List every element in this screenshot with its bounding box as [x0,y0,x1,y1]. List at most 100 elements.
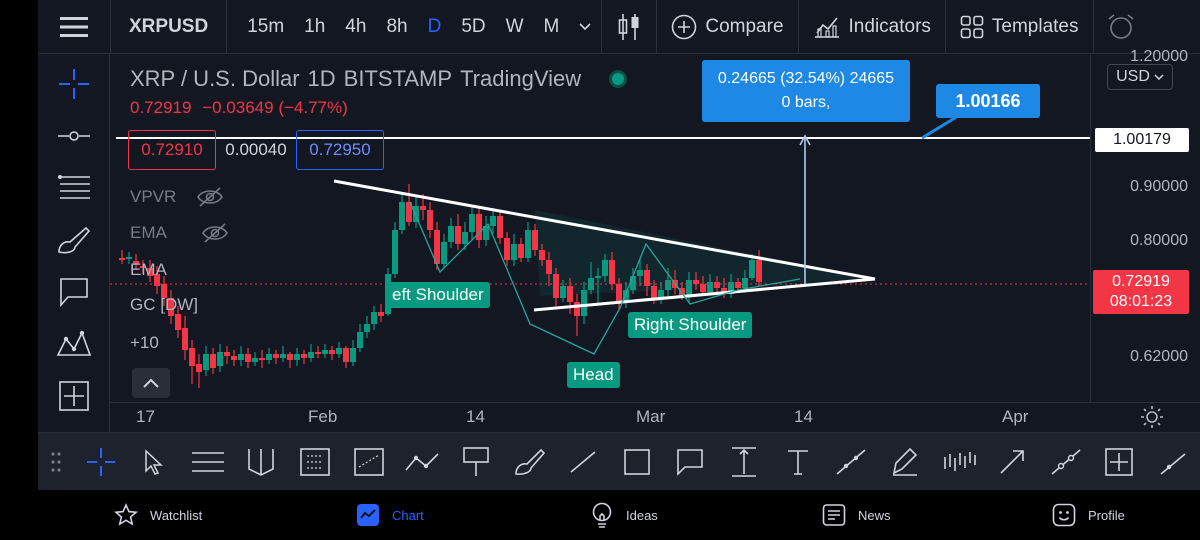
callout-tool-bar[interactable] [664,433,718,491]
templates-button[interactable]: Templates [946,0,1093,54]
target-callout[interactable]: 1.00166 [936,84,1040,118]
alert-button[interactable] [1094,0,1148,54]
target-price-label: 1.00179 [1095,128,1189,152]
signpost-tool[interactable] [449,433,503,491]
ask-price: 0.72950 [309,140,371,159]
spread-value: 0.00040 [225,140,287,159]
brush-tool[interactable] [38,220,110,260]
price-range-tool[interactable] [717,433,771,491]
nav-chart[interactable]: Chart [356,490,424,540]
curve-brush-tool[interactable] [503,433,557,491]
measure-callout: 0.24665 (32.54%) 24665 0 bars, [702,60,910,122]
extended-line-tool[interactable] [1039,433,1093,491]
cursor-tool[interactable] [127,433,181,491]
candle-body [140,266,146,268]
pitchfork-icon [248,448,275,476]
ray-tool[interactable] [825,433,879,491]
collapse-legend-button[interactable] [132,368,170,398]
crosshair-tool[interactable] [38,64,110,104]
candle-body [378,312,384,316]
more-tools[interactable] [1146,433,1200,491]
candle-body [266,354,272,360]
legend-change: −0.03649 [202,98,274,117]
interval-1h[interactable]: 1h [304,15,326,37]
interval-15m[interactable]: 15m [247,15,285,37]
fib-tool[interactable] [38,168,110,208]
callout-tool[interactable] [38,272,110,312]
buy-button[interactable]: 0.72950 [296,130,384,170]
pattern-tool[interactable] [38,324,110,364]
interval-dropdown[interactable] [569,0,601,54]
candle-body [539,250,545,260]
eye-hidden-icon[interactable] [201,222,229,244]
candle-body [518,244,524,258]
top-toolbar: XRPUSD 15m 1h 4h 8h D 5D W M Compare Ind… [38,0,1200,54]
symbol-button[interactable]: XRPUSD [129,15,209,37]
chart-pane[interactable] [110,54,1090,402]
text-icon [787,449,808,475]
nav-news[interactable]: News [822,490,891,540]
gann-tool[interactable] [288,433,342,491]
nav-label: News [858,507,891,523]
text-tool[interactable] [771,433,825,491]
chart-type-button[interactable] [602,0,656,54]
candle-body [637,270,643,276]
nav-watchlist[interactable]: Watchlist [114,490,202,540]
fib-channel-tool[interactable] [342,433,396,491]
lines-tool[interactable] [181,433,235,491]
highlighter-icon [892,447,918,476]
interval-5d[interactable]: 5D [461,15,486,37]
polyline-tool[interactable] [396,433,450,491]
interval-8h[interactable]: 8h [386,15,408,37]
interval-d[interactable]: D [427,15,442,37]
chart-canvas[interactable] [110,54,1090,402]
price-scale[interactable]: 1.20000 USD 1.00179 0.90000 0.80000 0.72… [1090,48,1200,402]
nav-ideas[interactable]: Ideas [590,490,658,540]
measure-tool[interactable] [38,376,110,416]
candle-body [448,226,454,242]
right-shoulder-label[interactable]: Right Shoulder [628,312,753,338]
time-axis[interactable]: 17 Feb 14 Mar 14 Apr [110,402,1200,432]
interval-4h[interactable]: 4h [345,15,367,37]
bars-pattern-tool[interactable] [932,433,986,491]
indicator-ema-2[interactable]: EMA [130,260,167,280]
indicator-ema-1[interactable]: EMA [130,222,229,244]
menu-button[interactable] [38,0,110,54]
star-icon [114,503,138,526]
indicators-button[interactable]: Indicators [799,0,945,54]
candle-body [434,230,440,264]
candle-body [616,284,622,302]
candle-body [294,354,300,360]
ray-icon [836,448,866,475]
drag-handle[interactable] [38,433,74,491]
horizontal-line-tool[interactable] [38,116,110,156]
eye-hidden-icon[interactable] [196,186,224,208]
candle-body [189,348,195,366]
interval-w[interactable]: W [505,15,524,37]
cross-tool[interactable] [74,433,128,491]
legend-price-row: 0.72919 −0.03649 (−4.77%) [130,98,348,118]
head-label[interactable]: Head [567,362,620,388]
left-shoulder-label[interactable]: eft Shoulder [386,282,490,308]
arrow-tool[interactable] [985,433,1039,491]
indicator-gc[interactable]: GC [DW] [130,295,198,315]
pitchfork-tool[interactable] [235,433,289,491]
legend-pair: XRP / U.S. Dollar [130,66,300,91]
indicator-vpvr[interactable]: VPVR [130,186,224,208]
compare-button[interactable]: Compare [657,0,797,54]
sell-button[interactable]: 0.72910 [128,130,216,170]
more-indicators[interactable]: +10 [130,333,159,352]
candle-body [301,354,307,358]
trendline-tool[interactable] [556,433,610,491]
rectangle-tool[interactable] [610,433,664,491]
pattern-icon [56,330,92,356]
interval-m[interactable]: M [543,15,560,37]
currency-selector[interactable]: USD [1107,64,1173,90]
measure-tool-bar[interactable] [1093,433,1147,491]
nav-profile[interactable]: Profile [1052,490,1125,540]
highlighter-tool[interactable] [878,433,932,491]
chart-settings-button[interactable] [1140,405,1164,434]
candle-body [259,358,265,360]
candle-body [217,352,223,366]
candle-body [182,328,188,350]
